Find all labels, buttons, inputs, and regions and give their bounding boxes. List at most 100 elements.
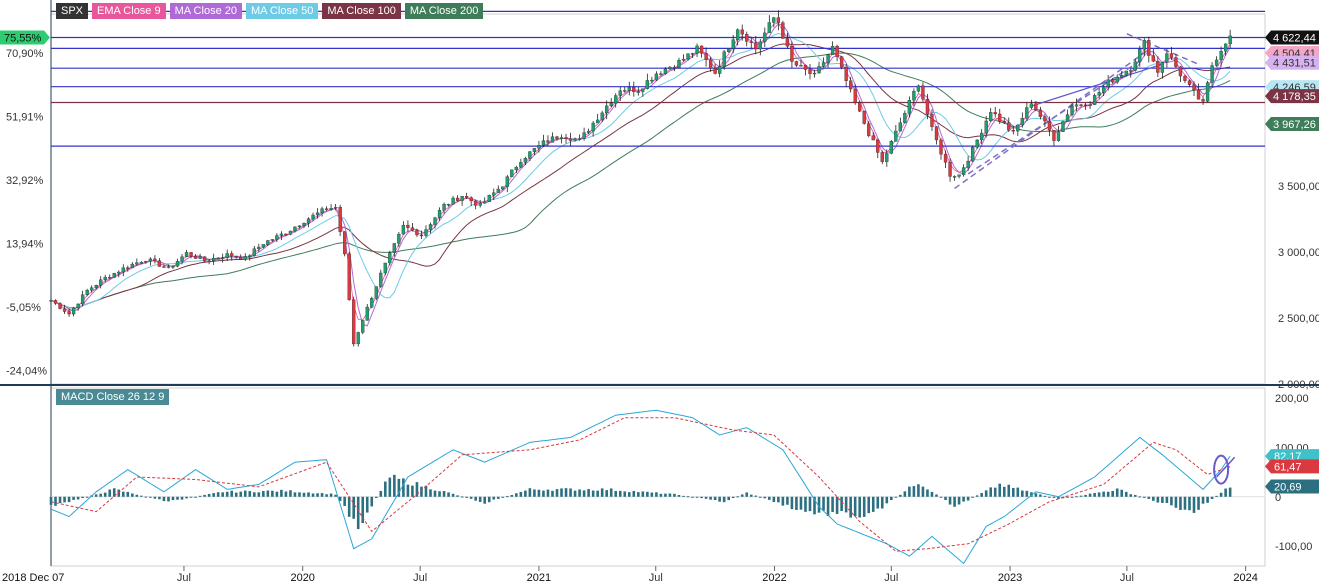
macd-histogram-bar — [1057, 496, 1060, 499]
price-label-text: 4 431,51 — [1273, 58, 1316, 70]
legend-ma200[interactable]: MA Close 200 — [404, 3, 484, 19]
candle-body — [99, 279, 103, 286]
candle-body — [433, 217, 437, 225]
macd-histogram-bar — [406, 484, 410, 497]
candle-body — [1124, 70, 1128, 76]
candle-body — [1079, 104, 1083, 106]
macd-axis-tick: 0 — [1275, 492, 1281, 504]
macd-histogram-bar — [99, 493, 102, 497]
macd-histogram-bar — [772, 496, 776, 503]
candle-body — [1129, 70, 1133, 72]
legend-ma50[interactable]: MA Close 50 — [245, 3, 319, 19]
macd-histogram-bar — [275, 491, 279, 497]
candle-body — [397, 233, 401, 244]
candle-body — [293, 226, 297, 232]
macd-histogram-bar — [930, 491, 934, 497]
candle-body — [496, 188, 500, 193]
candle-body — [632, 87, 636, 92]
macd-histogram-bar — [465, 496, 468, 498]
macd-histogram-bar — [993, 487, 997, 497]
candle-body — [460, 196, 464, 201]
candle-body — [1165, 53, 1169, 63]
macd-histogram-bar — [808, 496, 812, 512]
candle-body — [338, 207, 342, 232]
candle-body — [600, 112, 604, 121]
macd-histogram-bar — [433, 490, 437, 497]
candle-body — [410, 227, 415, 231]
candle-body — [596, 119, 600, 124]
macd-legend[interactable]: MACD Close 26 12 9 — [56, 389, 170, 405]
macd-histogram-bar — [456, 495, 459, 497]
percent-axis-tick: 13,94% — [6, 238, 44, 250]
candle-body — [573, 138, 577, 141]
ma100-line — [50, 43, 1231, 309]
candle-body — [76, 303, 80, 309]
candle-body — [474, 200, 478, 206]
macd-histogram-bar — [704, 496, 708, 499]
macd-histogram-bar — [1120, 489, 1124, 497]
candle-body — [225, 253, 229, 258]
macd-histogram-bar — [1174, 496, 1178, 508]
macd-histogram-bar — [795, 496, 798, 510]
candle-body — [311, 214, 315, 219]
macd-histogram-bar — [289, 490, 292, 497]
candle-body — [356, 332, 360, 345]
macd-histogram-bar — [442, 491, 446, 497]
legend-ma20[interactable]: MA Close 20 — [169, 3, 242, 19]
candle-body — [717, 66, 722, 74]
macd-histogram-bar — [311, 493, 315, 497]
legend-ma100[interactable]: MA Close 100 — [322, 3, 401, 19]
candle-body — [993, 112, 997, 115]
candle-body — [1088, 104, 1092, 106]
candle-body — [1142, 40, 1146, 50]
candle-body — [428, 224, 433, 230]
percent-axis-tick: 75,55% — [4, 32, 42, 44]
candle-body — [211, 258, 216, 262]
candle-body — [252, 248, 256, 256]
candle-body — [1205, 82, 1210, 102]
macd-histogram-bar — [194, 496, 197, 498]
candle-body — [894, 130, 898, 142]
macd-histogram-bar — [1197, 496, 1200, 510]
macd-histogram-bar — [420, 486, 423, 497]
candle-body — [329, 208, 333, 210]
macd-histogram-bar — [284, 491, 288, 497]
candle-body — [324, 208, 329, 210]
candle-body — [577, 138, 582, 140]
candle-body — [1120, 75, 1124, 78]
macd-histogram-bar — [271, 490, 274, 497]
macd-histogram-bar — [894, 496, 898, 498]
candle-body — [126, 267, 130, 269]
candle-body — [803, 65, 808, 70]
macd-trend-annotation — [1216, 456, 1236, 478]
macd-histogram-bar — [1052, 496, 1056, 498]
legend-spx[interactable]: SPX — [56, 3, 89, 19]
candle-body — [605, 105, 609, 114]
candle-body — [437, 210, 442, 218]
legend-ema9[interactable]: EMA Close 9 — [92, 3, 166, 19]
price-label-text: 4 622,44 — [1273, 32, 1316, 44]
macd-histogram-bar — [117, 489, 121, 497]
candle-body — [659, 73, 663, 75]
macd-histogram-bar — [1016, 487, 1020, 497]
candle-body — [1223, 43, 1228, 52]
candle-body — [464, 196, 469, 198]
macd-histogram-bar — [167, 496, 170, 502]
candle-body — [266, 240, 270, 245]
macd-histogram-bar — [203, 494, 206, 497]
macd-histogram-bar — [1228, 487, 1232, 497]
candle-body — [257, 246, 261, 249]
candle-body — [302, 222, 306, 226]
macd-histogram-bar — [804, 496, 807, 512]
candle-body — [352, 299, 356, 345]
candle-body — [1056, 131, 1061, 141]
candle-body — [275, 235, 279, 240]
candle-body — [315, 212, 320, 216]
candle-body — [1043, 116, 1047, 122]
macd-histogram-bar — [551, 490, 554, 497]
candle-body — [1187, 80, 1192, 85]
macd-histogram-bar — [347, 496, 351, 517]
candle-body — [523, 158, 528, 163]
candle-body — [812, 72, 817, 75]
macd-histogram-bar — [1048, 496, 1051, 498]
